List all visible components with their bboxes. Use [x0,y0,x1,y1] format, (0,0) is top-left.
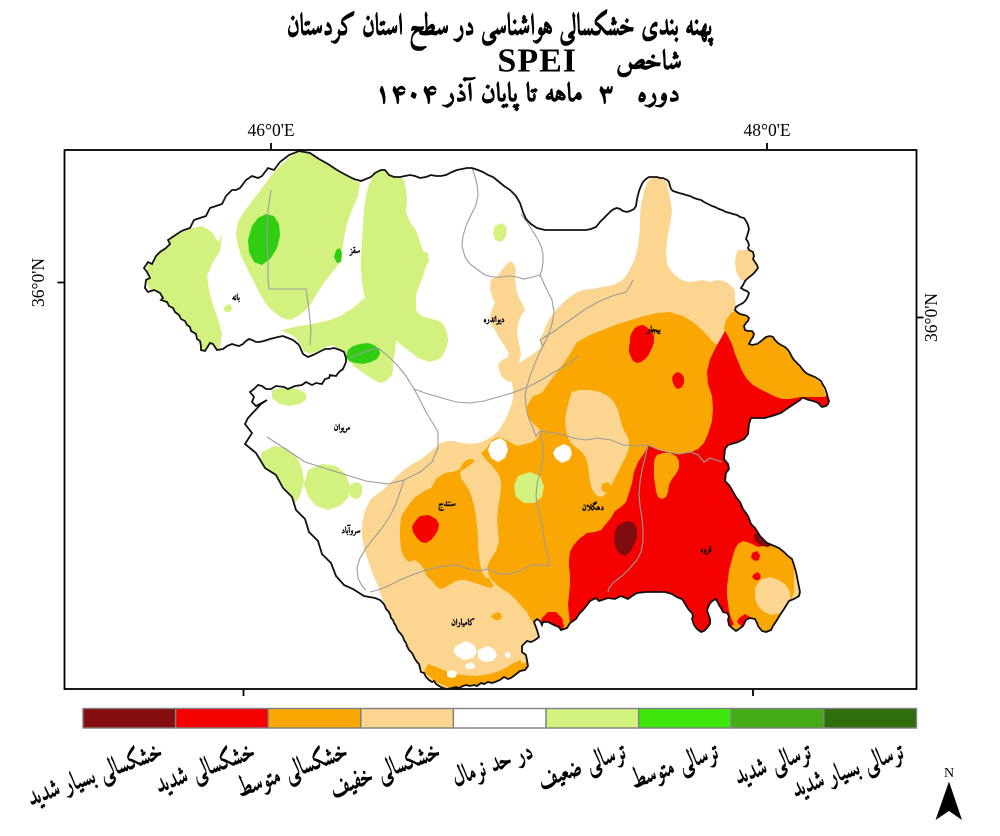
svg-text:N: N [944,766,954,781]
svg-text:36°0'N: 36°0'N [921,293,941,342]
svg-text:36°0'N: 36°0'N [28,258,48,307]
svg-text:SPEI: SPEI [497,43,577,80]
svg-text:48°0'E: 48°0'E [743,120,790,140]
svg-text:46°0'E: 46°0'E [247,120,294,140]
